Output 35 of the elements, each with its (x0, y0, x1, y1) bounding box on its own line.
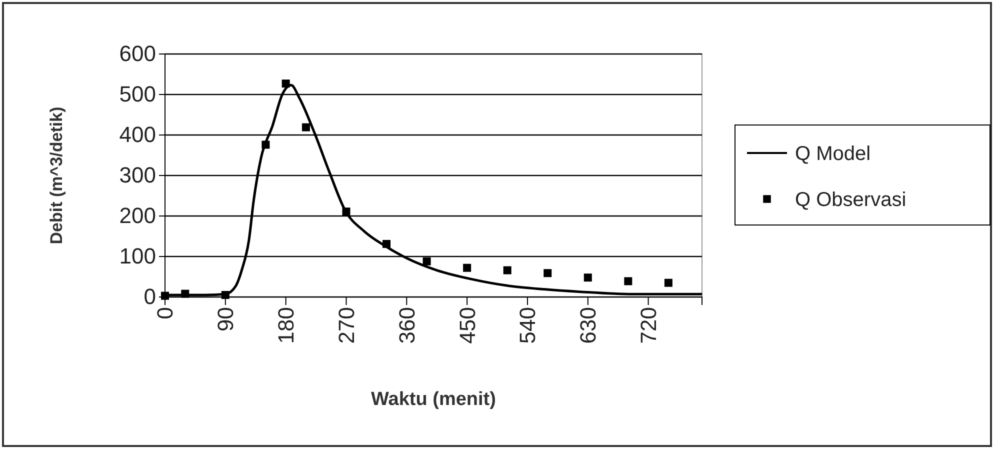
y-tick-label: 300 (119, 162, 156, 188)
x-tick-label: 360 (394, 307, 420, 344)
x-tick-label: 0 (152, 307, 178, 320)
x-tick-label: 540 (515, 307, 540, 344)
point (664, 278, 672, 287)
point (463, 264, 472, 272)
y-tick-label: 200 (119, 203, 156, 228)
point (342, 208, 350, 216)
point (584, 274, 592, 282)
point (382, 240, 391, 248)
legend-label: Q Observasi (795, 189, 906, 211)
y-tick-label: 100 (119, 244, 156, 269)
point (282, 80, 290, 88)
point (624, 277, 632, 286)
point (161, 292, 169, 300)
legend-label: Q Model (795, 143, 871, 165)
point (262, 140, 270, 149)
x-tick-label: 90 (213, 307, 238, 332)
y-axis-title: Debit (m^3/detik) (47, 106, 66, 244)
y-tick-label: 400 (119, 122, 156, 148)
x-tick-label: 720 (636, 307, 661, 344)
y-tick-label: 500 (119, 82, 156, 107)
x-tick-label: 270 (334, 307, 359, 344)
y-tick-label: 600 (119, 41, 156, 66)
x-tick-label: 180 (274, 307, 299, 344)
point (221, 290, 230, 299)
x-tick-label: 450 (454, 307, 480, 344)
point (544, 269, 552, 278)
point (422, 257, 431, 266)
x-tick-label: 630 (576, 307, 601, 344)
point (181, 290, 190, 298)
point (302, 123, 310, 132)
y-tick-label: 0 (144, 284, 156, 310)
x-axis-title: Waktu (menit) (371, 389, 496, 410)
point (503, 266, 512, 274)
